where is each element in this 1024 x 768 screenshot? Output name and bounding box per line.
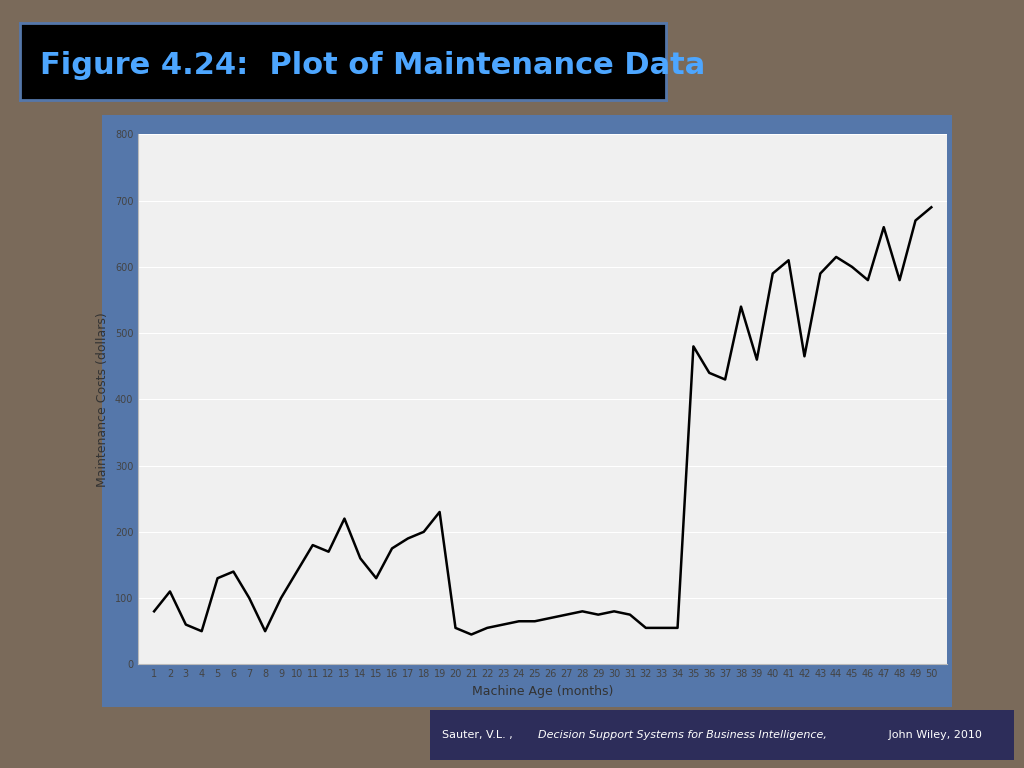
Text: Figure 4.24:  Plot of Maintenance Data: Figure 4.24: Plot of Maintenance Data	[40, 51, 706, 80]
Y-axis label: Maintenance Costs (dollars): Maintenance Costs (dollars)	[96, 312, 110, 487]
Text: Sauter, V.L. ,: Sauter, V.L. ,	[441, 730, 516, 740]
Text: Decision Support Systems for Business Intelligence,: Decision Support Systems for Business In…	[538, 730, 827, 740]
Text: John Wiley, 2010: John Wiley, 2010	[886, 730, 982, 740]
X-axis label: Machine Age (months): Machine Age (months)	[472, 685, 613, 698]
